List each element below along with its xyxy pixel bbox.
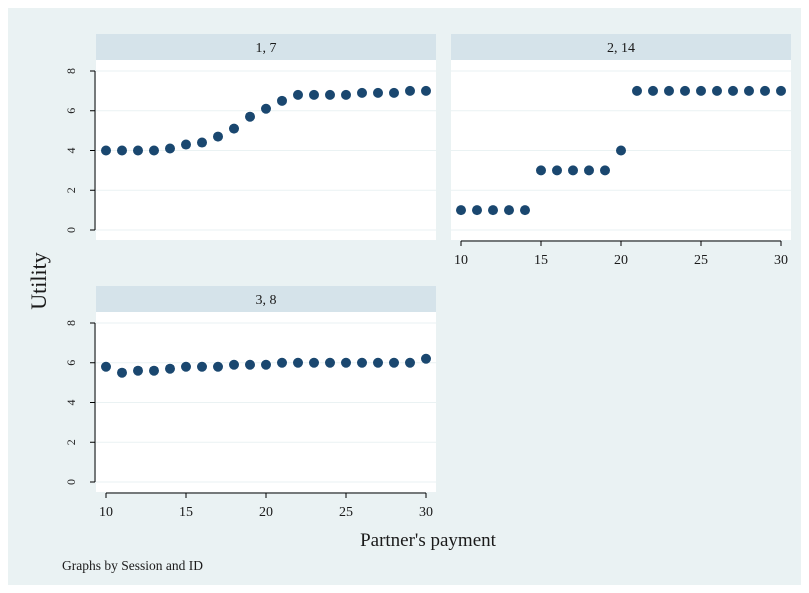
data-point — [373, 357, 383, 368]
data-point — [229, 123, 239, 134]
data-point — [520, 205, 530, 216]
y-tick-label: 6 — [64, 360, 78, 366]
data-point — [261, 359, 271, 370]
data-point — [472, 205, 482, 216]
data-point — [632, 85, 642, 96]
data-point — [213, 361, 223, 372]
y-axis-label: Utility — [26, 252, 51, 309]
data-point — [421, 353, 431, 364]
data-point — [117, 145, 127, 156]
data-point — [616, 145, 626, 156]
x-tick-label: 25 — [694, 253, 708, 268]
facet-title: 2, 14 — [607, 41, 635, 56]
data-point — [197, 361, 207, 372]
data-point — [133, 145, 143, 156]
x-axis-label: Partner's payment — [360, 530, 497, 551]
y-tick-label: 2 — [64, 439, 78, 445]
data-point — [421, 85, 431, 96]
data-point — [261, 103, 271, 114]
y-tick-label: 8 — [64, 320, 78, 326]
data-point — [648, 85, 658, 96]
data-point — [325, 357, 335, 368]
data-point — [536, 165, 546, 176]
data-point — [760, 85, 770, 96]
data-point — [696, 85, 706, 96]
data-point — [373, 87, 383, 98]
data-point — [181, 361, 191, 372]
y-tick-label: 6 — [64, 108, 78, 114]
facet-strip — [96, 34, 436, 60]
data-point — [341, 89, 351, 100]
data-point — [488, 205, 498, 216]
data-point — [309, 89, 319, 100]
data-point — [405, 357, 415, 368]
x-tick-label: 20 — [259, 505, 273, 520]
data-point — [181, 139, 191, 150]
y-tick-label: 4 — [64, 148, 78, 154]
data-point — [101, 361, 111, 372]
data-point — [712, 85, 722, 96]
x-tick-label: 25 — [339, 505, 353, 520]
graphs-by-note: Graphs by Session and ID — [62, 558, 203, 573]
data-point — [293, 89, 303, 100]
x-tick-label: 10 — [99, 505, 113, 520]
data-point — [357, 87, 367, 98]
y-tick-label: 0 — [64, 479, 78, 485]
data-point — [776, 85, 786, 96]
data-point — [149, 145, 159, 156]
data-point — [744, 85, 754, 96]
data-point — [277, 95, 287, 106]
data-point — [568, 165, 578, 176]
data-point — [165, 363, 175, 374]
data-point — [245, 111, 255, 122]
y-tick-label: 4 — [64, 400, 78, 406]
facet-strip — [96, 286, 436, 312]
data-point — [405, 85, 415, 96]
data-point — [165, 143, 175, 154]
facet-title: 3, 8 — [256, 293, 277, 308]
facet-title: 1, 7 — [256, 41, 277, 56]
data-point — [504, 205, 514, 216]
data-point — [389, 357, 399, 368]
data-point — [277, 357, 287, 368]
facet-panel: 3, 8 0 2 4 6 8 10 15 20 25 30 — [64, 286, 436, 520]
data-point — [552, 165, 562, 176]
x-tick-label: 30 — [774, 253, 788, 268]
y-tick-label: 2 — [64, 187, 78, 193]
data-point — [584, 165, 594, 176]
data-point — [133, 365, 143, 376]
x-tick-label: 20 — [614, 253, 628, 268]
data-point — [600, 165, 610, 176]
data-point — [341, 357, 351, 368]
data-point — [456, 205, 466, 216]
data-point — [197, 137, 207, 148]
facet-strip — [451, 34, 791, 60]
data-point — [213, 131, 223, 142]
data-point — [664, 85, 674, 96]
x-tick-label: 30 — [419, 505, 433, 520]
data-point — [680, 85, 690, 96]
x-tick-label: 15 — [534, 253, 548, 268]
data-point — [245, 359, 255, 370]
data-point — [728, 85, 738, 96]
data-point — [309, 357, 319, 368]
data-point — [325, 89, 335, 100]
data-point — [389, 87, 399, 98]
y-tick-label: 0 — [64, 227, 78, 233]
data-point — [293, 357, 303, 368]
data-point — [149, 365, 159, 376]
x-tick-label: 15 — [179, 505, 193, 520]
y-tick-label: 8 — [64, 68, 78, 74]
data-point — [101, 145, 111, 156]
facet-panel: 1, 7 0 2 4 6 8 — [64, 34, 436, 240]
data-point — [229, 359, 239, 370]
data-point — [117, 367, 127, 378]
facet-panel: 2, 14 10 15 20 25 30 — [451, 34, 791, 268]
data-point — [357, 357, 367, 368]
x-tick-label: 10 — [454, 253, 468, 268]
